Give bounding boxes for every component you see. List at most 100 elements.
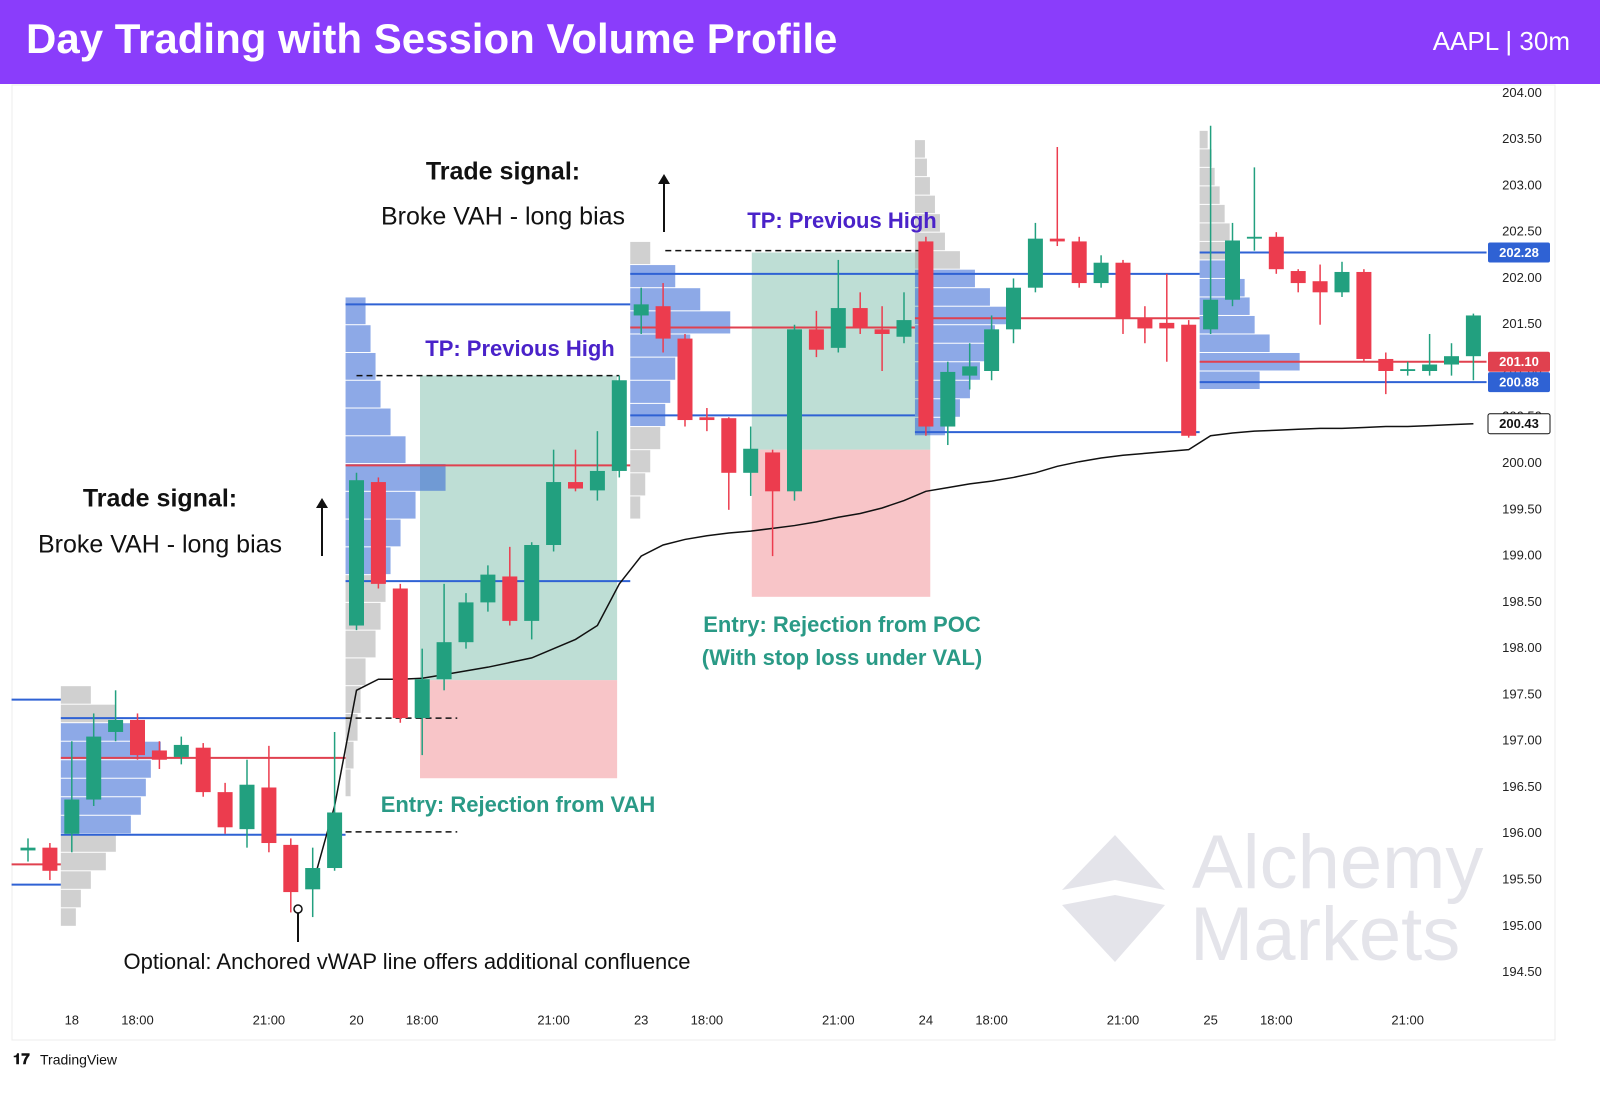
candle-body — [611, 380, 627, 471]
profile-bar — [630, 450, 651, 473]
candle-body — [1225, 240, 1240, 300]
candle-body — [195, 747, 211, 793]
profile-bar — [630, 380, 671, 403]
x-tick-label: 24 — [919, 1012, 933, 1027]
candle-body — [940, 371, 956, 427]
candle-body — [370, 482, 386, 584]
y-tick-label: 199.50 — [1502, 501, 1542, 516]
stop-zone — [420, 680, 618, 779]
y-tick-label: 198.50 — [1502, 594, 1542, 609]
y-tick-label: 203.00 — [1502, 177, 1542, 192]
candle-body — [743, 448, 759, 473]
footer: 𝟏𝟕 TradingView — [13, 1051, 118, 1068]
y-tick-label: 199.00 — [1502, 548, 1542, 563]
x-tick-label: 18 — [65, 1012, 79, 1027]
candle-body — [1203, 299, 1219, 330]
candle-body — [261, 787, 277, 844]
annotation: TP: Previous High — [425, 336, 614, 361]
profile-bar — [60, 741, 161, 760]
profile-bar — [630, 357, 676, 380]
annotations: Trade signal: Broke VAH - long bias Trad… — [38, 158, 982, 974]
profile-bar — [345, 658, 366, 686]
y-tick-label: 204.00 — [1502, 85, 1542, 100]
profile-bar — [345, 741, 354, 769]
candle-body — [633, 304, 649, 316]
profile-bar — [60, 908, 76, 926]
candle-body — [1356, 271, 1372, 359]
profile-bar — [630, 334, 691, 357]
watermark-text: Alchemy — [1192, 820, 1483, 905]
candle-body — [480, 574, 496, 603]
candle-body — [1181, 324, 1197, 436]
candle-body — [1378, 358, 1394, 371]
candle-body — [1049, 238, 1065, 242]
annotation: TP: Previous High — [747, 208, 936, 233]
candle-body — [589, 470, 605, 491]
candle-body — [568, 482, 583, 489]
candle-body — [874, 329, 890, 334]
price-label: 202.28 — [1499, 245, 1539, 260]
profile-bar — [1199, 223, 1230, 241]
candle-body — [677, 338, 693, 421]
x-tick-label: 18:00 — [691, 1012, 724, 1027]
candle-body — [86, 736, 102, 800]
target-zone — [751, 252, 931, 450]
y-tick-label: 202.00 — [1502, 270, 1542, 285]
candle-body — [1400, 369, 1416, 371]
profile-bar — [60, 686, 91, 704]
stop-zone — [751, 449, 931, 597]
profile-bar — [60, 889, 81, 908]
candle-body — [20, 847, 36, 851]
profile-bar — [345, 769, 351, 797]
profile-bar — [345, 436, 406, 464]
annotation: Trade signal: — [426, 158, 580, 186]
candle-body — [436, 642, 452, 680]
y-tick-label: 196.00 — [1502, 825, 1542, 840]
candle-body — [1422, 364, 1438, 371]
candle-body — [502, 576, 518, 621]
candle-body — [392, 588, 408, 719]
y-tick-label: 195.50 — [1502, 871, 1542, 886]
price-label-box — [1488, 372, 1550, 393]
profile-bar — [345, 408, 391, 436]
profile-bar — [60, 834, 116, 852]
profile-bar — [1199, 149, 1212, 167]
price-label: 200.88 — [1499, 375, 1539, 390]
profile-bar — [345, 380, 381, 408]
candle-body — [896, 320, 912, 337]
watermark-text: Markets — [1190, 892, 1460, 977]
candle-body — [852, 308, 868, 328]
candle-body — [1071, 241, 1087, 284]
profile-bar — [914, 214, 940, 232]
profile-bar — [60, 778, 146, 797]
profile-bar — [345, 686, 361, 713]
profile-bar — [60, 704, 116, 723]
header-title: Day Trading with Session Volume Profile — [26, 15, 837, 62]
candle-body — [1465, 315, 1481, 357]
y-tick-label: 196.50 — [1502, 779, 1542, 794]
candle-body — [130, 719, 145, 756]
plot-area — [11, 125, 1487, 926]
vwap-line — [311, 423, 1474, 885]
profile-bar — [914, 288, 990, 306]
annotation: Broke VAH - long bias — [381, 203, 625, 231]
candle-body — [1093, 262, 1109, 284]
profile-bar — [914, 306, 1015, 325]
pointer-dot — [293, 904, 303, 914]
x-tick-label: 18:00 — [975, 1012, 1008, 1027]
arrow-head — [658, 174, 670, 184]
plot-frame — [11, 84, 1556, 1041]
candle-body — [283, 844, 299, 893]
profile-bar — [630, 496, 641, 519]
x-tick-label: 23 — [634, 1012, 648, 1027]
price-label: 201.10 — [1499, 354, 1539, 369]
annotation: Entry: Rejection from POC — [703, 612, 981, 637]
candle-body — [721, 418, 737, 473]
candle-body — [808, 329, 824, 350]
candle-body — [1290, 271, 1306, 284]
profile-bar — [1199, 186, 1220, 204]
candle-body — [1268, 236, 1284, 270]
y-tick-label: 203.50 — [1502, 131, 1542, 146]
candle-body — [1159, 322, 1175, 329]
